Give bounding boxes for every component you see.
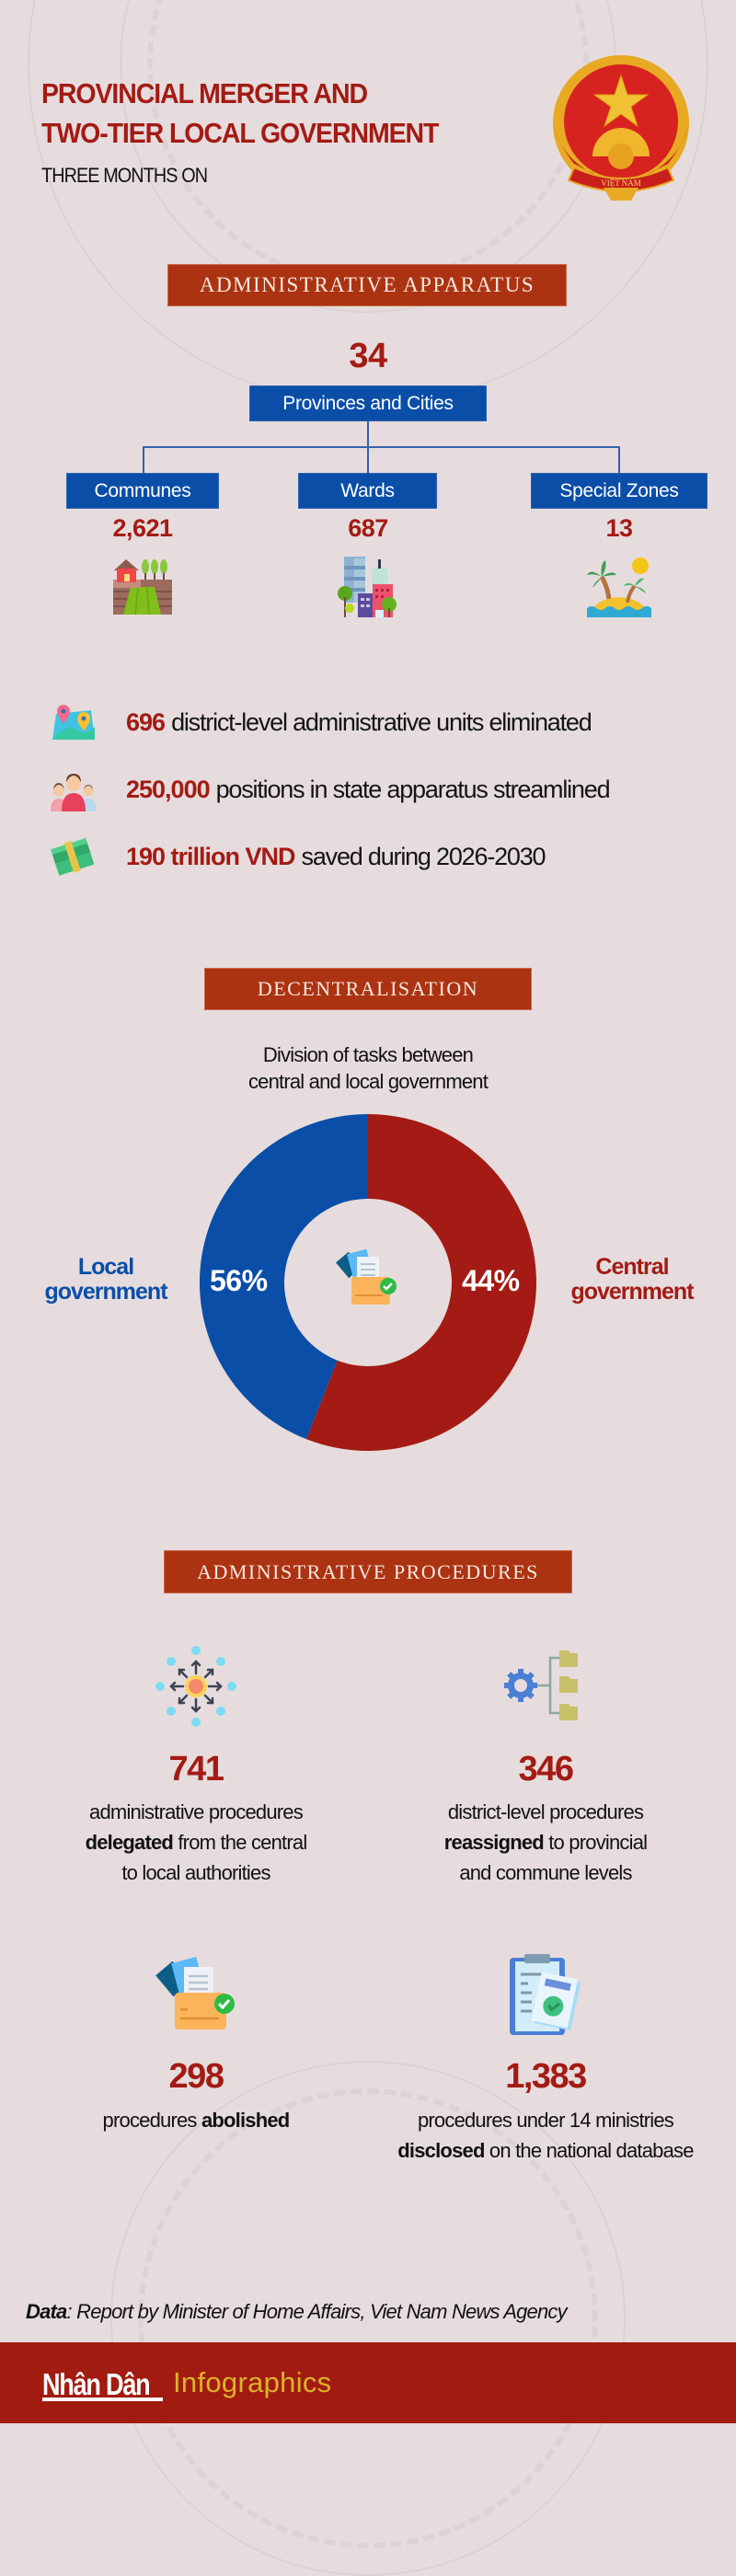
disclosed-count: 1,383 — [505, 2057, 587, 2096]
chart-subtitle-line1: Division of tasks between — [262, 1043, 474, 1066]
reassigned-line3: and commune levels — [459, 1861, 632, 1884]
stat-text: district-level administrative units elim… — [171, 707, 592, 736]
page-title-line1: PROVINCIAL MERGER AND — [41, 77, 368, 109]
data-source: Data: Report by Minister of Home Affairs… — [26, 2300, 568, 2324]
tree-connector-trunk — [367, 421, 369, 448]
city-buildings-icon — [338, 557, 397, 617]
infographics-label: Infographics — [173, 2366, 332, 2398]
data-source-text: : Report by Minister of Home Affairs, Vi… — [66, 2300, 568, 2323]
local-government-label: Local government — [32, 1255, 179, 1305]
special-zones-count: 13 — [605, 514, 633, 542]
reassigned-line2: reassigned to provincial — [389, 1827, 702, 1857]
tree-connector-horizontal — [143, 446, 620, 448]
reassigned-description: district-level procedures reassigned to … — [389, 1797, 702, 1888]
tree-connector-right — [618, 446, 620, 473]
chart-subtitle: Division of tasks between central and lo… — [138, 1041, 598, 1095]
gear-hierarchy-icon — [504, 1650, 578, 1720]
donut-segment-central — [306, 1114, 536, 1451]
nhan-dan-logo[interactable]: Nhân Dân — [42, 2367, 151, 2401]
central-label-line1: Central — [595, 1254, 669, 1280]
island-palm-icon — [587, 558, 651, 617]
section-banner-decentralisation: DECENTRALISATION — [204, 968, 532, 1010]
stat-positions-streamlined: 250,000 positions in state apparatus str… — [126, 774, 611, 805]
money-stack-icon — [51, 837, 95, 876]
abolished-bold: abolished — [201, 2109, 290, 2132]
central-percentage: 44% — [462, 1264, 520, 1297]
map-pins-icon — [52, 705, 95, 740]
reassigned-line2-rest: to provincial — [543, 1831, 648, 1854]
page-title-line2: TWO-TIER LOCAL GOVERNMENT — [41, 117, 439, 149]
distribution-arrows-icon — [155, 1646, 236, 1727]
special-zones-box: Special Zones — [531, 473, 707, 509]
wards-box: Wards — [298, 473, 437, 509]
reassigned-count: 346 — [518, 1750, 574, 1788]
delegated-line2-rest: from the central — [173, 1831, 307, 1854]
delegated-line2: delegated from the central — [40, 1827, 352, 1857]
provinces-count: 34 — [349, 337, 387, 375]
folder-documents-check-icon — [155, 1956, 235, 2030]
disclosed-line2-rest: on the national database — [484, 2139, 695, 2162]
central-government-label: Central government — [558, 1255, 706, 1305]
abolished-description: procedures abolished — [40, 2105, 352, 2135]
communes-count: 2,621 — [112, 514, 173, 542]
tree-connector-left — [143, 446, 144, 473]
folder-documents-check-icon — [336, 1248, 397, 1305]
stat-savings: 190 trillion VND saved during 2026-2030 — [126, 841, 546, 872]
disclosed-line2: disclosed on the national database — [368, 2135, 723, 2166]
donut-segment-local — [199, 1114, 368, 1440]
stat-value: 190 trillion VND — [126, 842, 296, 870]
abolished-line1: procedures abolished — [40, 2105, 352, 2135]
local-label-line2: government — [44, 1279, 167, 1305]
stat-value: 696 — [126, 707, 166, 736]
communes-box: Communes — [66, 473, 219, 509]
stat-text: positions in state apparatus streamlined — [215, 775, 611, 803]
chart-subtitle-line2: central and local government — [247, 1070, 489, 1093]
section-banner-apparatus: ADMINISTRATIVE APPARATUS — [167, 264, 567, 306]
data-source-label: Data — [26, 2300, 67, 2323]
svg-text:VIỆT NAM: VIỆT NAM — [601, 178, 641, 188]
reassigned-line1: district-level procedures — [447, 1800, 644, 1823]
local-percentage: 56% — [210, 1264, 268, 1297]
disclosed-description: procedures under 14 ministries disclosed… — [368, 2105, 723, 2166]
stat-text: saved during 2026-2030 — [301, 842, 546, 870]
abolished-line1-pre: procedures — [102, 2109, 201, 2132]
stat-districts-eliminated: 696 district-level administrative units … — [126, 707, 592, 738]
people-group-icon — [51, 774, 97, 811]
delegated-line1: administrative procedures — [89, 1800, 304, 1823]
stat-value: 250,000 — [126, 775, 211, 803]
abolished-count: 298 — [168, 2057, 224, 2096]
clipboard-check-icon — [510, 1954, 581, 2035]
delegated-bold: delegated — [85, 1831, 174, 1854]
delegated-line3: to local authorities — [121, 1861, 270, 1884]
tree-connector-center — [367, 446, 369, 473]
reassigned-bold: reassigned — [443, 1831, 545, 1854]
delegated-count: 741 — [168, 1750, 224, 1788]
central-label-line2: government — [570, 1279, 694, 1305]
national-emblem-icon: VIỆT NAM — [553, 55, 689, 201]
local-label-line1: Local — [77, 1254, 134, 1280]
provinces-cities-box: Provinces and Cities — [249, 385, 487, 421]
wards-count: 687 — [348, 514, 388, 542]
disclosed-bold: disclosed — [397, 2139, 485, 2162]
section-banner-procedures: ADMINISTRATIVE PROCEDURES — [164, 1550, 572, 1593]
footer-bar — [0, 2342, 736, 2423]
disclosed-line1: procedures under 14 ministries — [417, 2109, 674, 2132]
donut-chart — [199, 1114, 536, 1451]
farm-house-icon — [113, 559, 172, 615]
page-subtitle: THREE MONTHS ON — [41, 164, 208, 187]
logo-underline — [42, 2398, 163, 2401]
delegated-description: administrative procedures delegated from… — [40, 1797, 352, 1888]
